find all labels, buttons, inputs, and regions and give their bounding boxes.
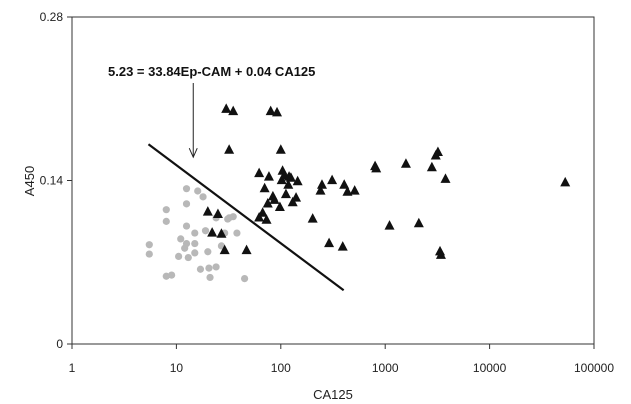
data-point-triangle (291, 192, 302, 202)
data-point-triangle (254, 167, 265, 178)
x-axis: 1 10 100 1000 10000 100000 (69, 344, 614, 375)
data-point-triangle (283, 179, 294, 189)
data-point-triangle (349, 185, 360, 195)
data-point-circle (162, 206, 170, 214)
data-point-triangle (324, 237, 335, 248)
data-point-triangle (241, 244, 252, 255)
data-point-triangle (337, 241, 348, 251)
y-tick-label: 0 (56, 337, 63, 351)
data-point-triangle (280, 188, 291, 199)
y-axis: 0 0.14 0.28 (40, 10, 72, 351)
data-point-triangle (384, 220, 395, 230)
data-point-triangle (316, 179, 327, 189)
data-point-triangle (292, 175, 303, 186)
data-point-circle (175, 252, 183, 261)
data-point-circle (201, 227, 210, 235)
data-point-triangle (327, 174, 338, 185)
data-point-triangle (257, 207, 268, 217)
annotation-text: 5.23 = 33.84Ep-CAM + 0.04 CA125 (108, 64, 315, 79)
data-point-triangle (261, 214, 272, 224)
data-point-triangle (426, 161, 437, 172)
x-tick-label: 1 (69, 361, 76, 375)
data-point-triangle (307, 213, 318, 223)
data-point-triangle (400, 158, 411, 168)
data-point-circle (184, 253, 192, 262)
data-point-triangle (315, 185, 326, 195)
data-point-circle (240, 275, 249, 283)
data-point-triangle (228, 105, 239, 116)
x-tick-label: 100000 (574, 361, 614, 375)
data-point-triangle (212, 208, 223, 218)
data-point-triangle (221, 103, 232, 113)
data-point-circle (229, 213, 237, 221)
data-point-triangle (339, 179, 350, 189)
data-point-triangle (202, 206, 213, 216)
black-triangle-series (202, 103, 571, 259)
data-point-triangle (272, 106, 283, 117)
data-point-triangle (207, 227, 218, 237)
data-point-circle (182, 222, 191, 230)
decision-boundary-line (147, 143, 345, 292)
data-point-triangle (224, 144, 235, 154)
data-point-triangle (259, 182, 270, 193)
data-point-circle (194, 187, 202, 195)
data-point-circle (182, 185, 191, 193)
data-point-circle (212, 263, 220, 271)
data-point-triangle (560, 176, 571, 187)
data-point-circle (145, 250, 153, 258)
data-point-triangle (371, 162, 382, 173)
data-point-circle (233, 229, 241, 237)
data-point-circle (199, 193, 207, 201)
data-point-triangle (275, 144, 286, 154)
data-point-circle (168, 271, 176, 279)
data-point-circle (205, 264, 213, 272)
x-tick-label: 10 (170, 361, 184, 375)
data-point-triangle (265, 105, 276, 116)
data-point-triangle (263, 171, 274, 181)
data-point-circle (182, 200, 191, 208)
data-point-circle (162, 217, 170, 225)
x-tick-label: 1000 (372, 361, 399, 375)
data-point-circle (191, 249, 199, 257)
y-axis-label: A450 (22, 166, 37, 196)
x-axis-label: CA125 (313, 387, 353, 402)
x-tick-label: 100 (271, 361, 291, 375)
data-point-triangle (274, 201, 285, 211)
data-point-circle (204, 248, 212, 256)
data-point-triangle (269, 194, 280, 204)
y-tick-label: 0.14 (40, 174, 64, 188)
data-point-triangle (342, 186, 353, 196)
annotation-arrowhead (188, 147, 198, 159)
data-point-triangle (216, 228, 227, 238)
data-point-circle (177, 235, 185, 243)
y-tick-label: 0.28 (40, 10, 64, 24)
data-point-circle (206, 273, 214, 282)
data-point-triangle (435, 249, 446, 259)
data-point-triangle (219, 244, 230, 255)
data-point-circle (191, 229, 199, 237)
x-tick-label: 10000 (473, 361, 507, 375)
data-point-triangle (285, 172, 296, 182)
gray-circle-series (145, 185, 249, 283)
data-point-triangle (413, 217, 424, 228)
data-point-circle (196, 265, 205, 273)
data-point-circle (191, 239, 199, 248)
data-point-circle (182, 239, 191, 248)
data-point-triangle (440, 173, 451, 183)
data-point-triangle (432, 146, 443, 157)
data-point-triangle (262, 197, 273, 208)
data-point-circle (145, 241, 153, 249)
